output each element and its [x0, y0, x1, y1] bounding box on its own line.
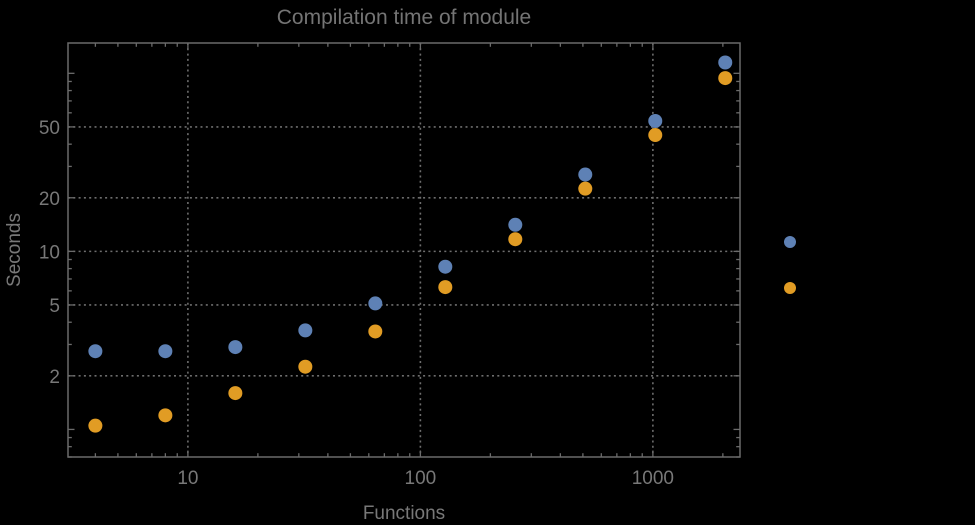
- data-point-series1: [298, 323, 313, 338]
- data-point-series1: [578, 167, 593, 182]
- data-points: [88, 55, 733, 433]
- data-point-series1: [88, 344, 103, 359]
- data-point-series1: [438, 259, 453, 274]
- legend: [784, 236, 796, 294]
- y-tick-label: 50: [39, 118, 60, 139]
- x-tick-label: 10: [177, 468, 198, 489]
- data-point-series2: [718, 71, 733, 86]
- y-tick-label: 2: [49, 367, 60, 388]
- legend-marker-series1: [784, 236, 796, 248]
- y-axis-label: Seconds: [4, 213, 25, 287]
- chart-title: Compilation time of module: [277, 6, 531, 29]
- data-point-series2: [228, 386, 243, 401]
- y-tick-label: 5: [49, 296, 60, 317]
- data-point-series1: [368, 296, 383, 311]
- x-tick-label: 1000: [632, 468, 674, 489]
- data-point-series2: [298, 359, 313, 374]
- data-point-series2: [158, 408, 173, 423]
- data-point-series1: [158, 344, 173, 359]
- data-point-series2: [368, 324, 383, 339]
- data-point-series2: [438, 280, 453, 295]
- data-point-series2: [578, 181, 593, 196]
- data-point-series2: [508, 232, 523, 247]
- x-tick-label: 100: [405, 468, 437, 489]
- data-point-series2: [648, 128, 663, 143]
- y-tick-label: 20: [39, 189, 60, 210]
- data-point-series2: [88, 418, 103, 433]
- axis-ticks: [68, 43, 740, 458]
- data-point-series1: [648, 113, 663, 128]
- tick-labels: 10 100 1000 2 5 10 20 50: [39, 118, 674, 489]
- x-axis-label: Functions: [363, 503, 445, 524]
- frame-rect: [67, 42, 741, 458]
- data-point-series1: [508, 217, 523, 232]
- gridlines: [68, 43, 740, 457]
- y-tick-label: 10: [39, 242, 60, 263]
- legend-marker-series2: [784, 282, 796, 294]
- plot-frame: [67, 42, 741, 458]
- data-point-series1: [718, 55, 733, 70]
- data-point-series1: [228, 340, 243, 355]
